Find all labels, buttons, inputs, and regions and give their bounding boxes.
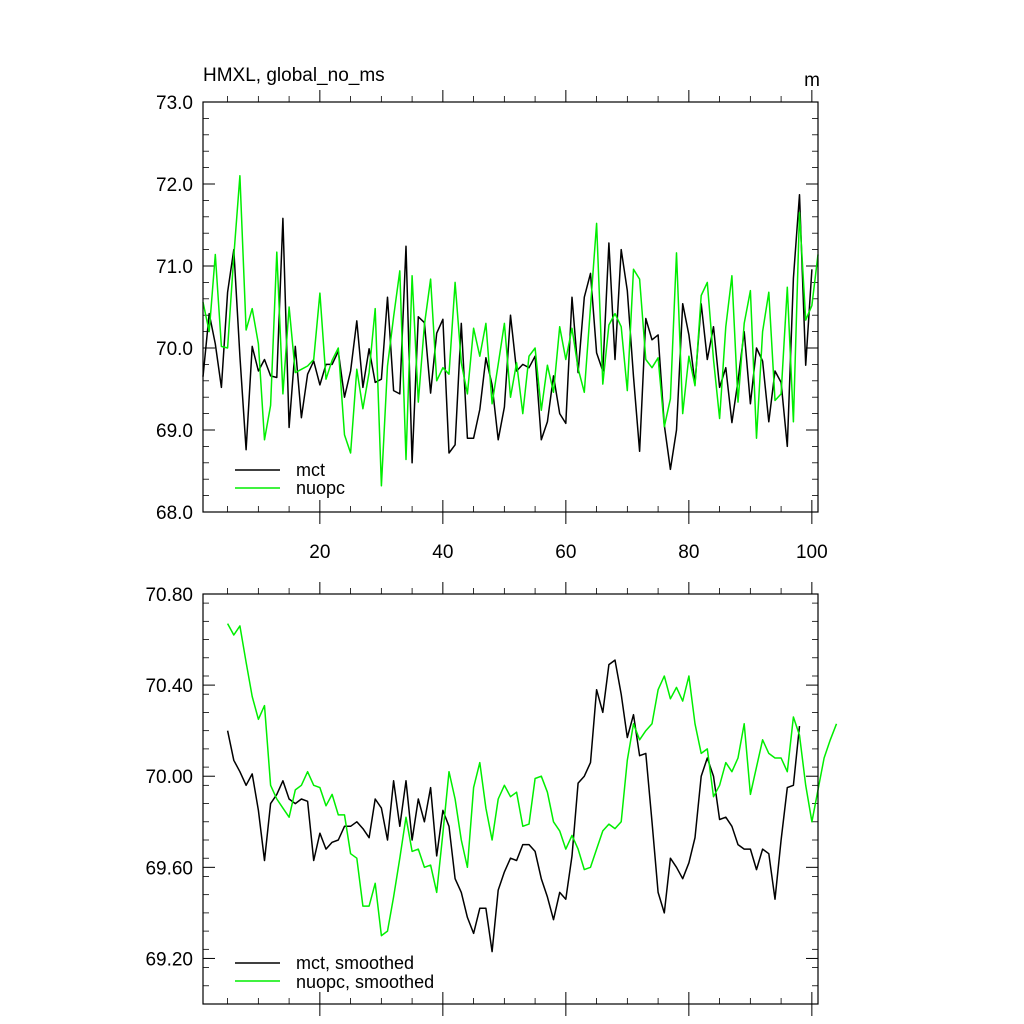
bottom-legend: mct, smoothed nuopc, smoothed xyxy=(235,953,434,992)
y-tick-label: 69.60 xyxy=(145,858,193,879)
bottom-legend-label-mct: mct, smoothed xyxy=(296,953,414,973)
x-tick-label: 60 xyxy=(555,542,576,563)
top-legend-label-mct: mct xyxy=(296,460,325,480)
y-tick-label: 68.0 xyxy=(156,503,193,524)
y-tick-label: 69.20 xyxy=(145,949,193,970)
top-chart-units: m xyxy=(804,70,820,91)
y-tick-label: 73.0 xyxy=(156,93,193,114)
y-tick-label: 69.0 xyxy=(156,421,193,442)
x-tick-label: 100 xyxy=(796,542,828,563)
y-tick-label: 70.00 xyxy=(145,767,193,788)
top-chart-title: HMXL, global_no_ms xyxy=(203,65,385,86)
x-tick-label: 20 xyxy=(309,542,330,563)
bottom-plot-frame xyxy=(202,593,819,1005)
y-tick-label: 70.80 xyxy=(145,585,193,606)
series-line-nuopc-smoothed xyxy=(226,623,838,937)
bottom-chart: 69.20 69.60 70.00 70.40 70.80 mct, smoothed … xyxy=(145,582,838,1016)
top-plot-frame xyxy=(202,101,819,513)
x-tick-label: 80 xyxy=(678,542,699,563)
bottom-series-lines xyxy=(226,623,838,953)
bottom-legend-label-nuopc: nuopc, smoothed xyxy=(296,972,434,992)
series-line-mct-smoothed xyxy=(226,659,801,953)
top-chart: HMXL, global_no_ms m 68.0 69.0 70.0 71.0 72.… xyxy=(156,65,828,563)
series-line-mct xyxy=(202,193,813,471)
x-tick-label: 40 xyxy=(432,542,453,563)
bottom-ticks: 69.20 69.60 70.00 70.40 70.80 xyxy=(145,582,818,1016)
y-tick-label: 71.0 xyxy=(156,257,193,278)
series-line-nuopc xyxy=(202,175,819,487)
y-tick-label: 70.0 xyxy=(156,339,193,360)
top-legend-label-nuopc: nuopc xyxy=(296,478,345,498)
y-tick-label: 72.0 xyxy=(156,175,193,196)
y-tick-label: 70.40 xyxy=(145,676,193,697)
top-series-lines xyxy=(202,175,819,487)
top-legend: mct nuopc xyxy=(235,460,345,498)
top-ticks: 68.0 69.0 70.0 71.0 72.0 73.0 20 40 60 80 100 xyxy=(156,90,828,563)
